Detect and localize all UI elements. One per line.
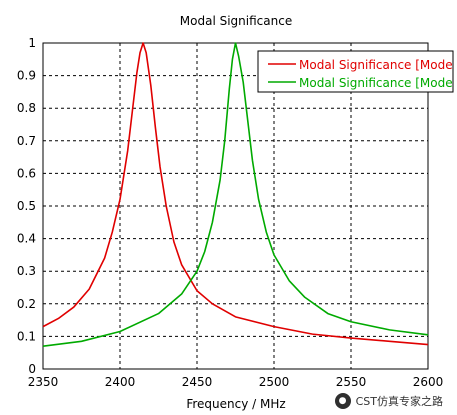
- watermark-text: CST仿真专家之路: [355, 395, 443, 408]
- y-tick-label: 0.1: [17, 329, 36, 343]
- legend: Modal Significance [Mode 1] Modal Signif…: [257, 50, 457, 93]
- y-tick-label: 0.2: [17, 297, 36, 311]
- y-tick-label: 0.6: [17, 166, 36, 180]
- x-tick-label: 2550: [336, 375, 367, 389]
- chart-title: Modal Significance: [180, 14, 292, 28]
- x-tick-label: 2500: [259, 375, 290, 389]
- series-line-mode-1: [42, 42, 429, 346]
- y-tick-label: 0.5: [17, 199, 36, 213]
- legend-label-mode-2: Modal Significance [Mode 2]: [299, 76, 457, 90]
- grid: [43, 43, 428, 369]
- x-tick-label: 2400: [105, 375, 136, 389]
- y-tick-label: 1: [28, 36, 36, 50]
- series-line-mode-2: [42, 42, 429, 347]
- legend-box: [257, 50, 454, 93]
- y-tick-label: 0.4: [17, 232, 36, 246]
- x-tick-label: 2350: [28, 375, 59, 389]
- y-tick-label: 0.9: [17, 69, 36, 83]
- axis-ticks: 2350 2400 2450 2500 2550 2600 0 0.1 0.2 0.3 0.4 0.5…: [17, 36, 443, 389]
- y-tick-label: 0.3: [17, 264, 36, 278]
- series-group: [42, 42, 429, 347]
- x-axis-label: Frequency / MHz: [186, 397, 285, 411]
- y-tick-label: 0.7: [17, 134, 36, 148]
- watermark: ● CST仿真专家之路: [330, 391, 447, 411]
- y-tick-label: 0.8: [17, 101, 36, 115]
- legend-label-mode-1: Modal Significance [Mode 1]: [299, 58, 457, 72]
- x-tick-label: 2600: [413, 375, 444, 389]
- x-tick-label: 2450: [182, 375, 213, 389]
- wechat-icon: ●: [334, 393, 351, 409]
- y-tick-label: 0: [28, 362, 36, 376]
